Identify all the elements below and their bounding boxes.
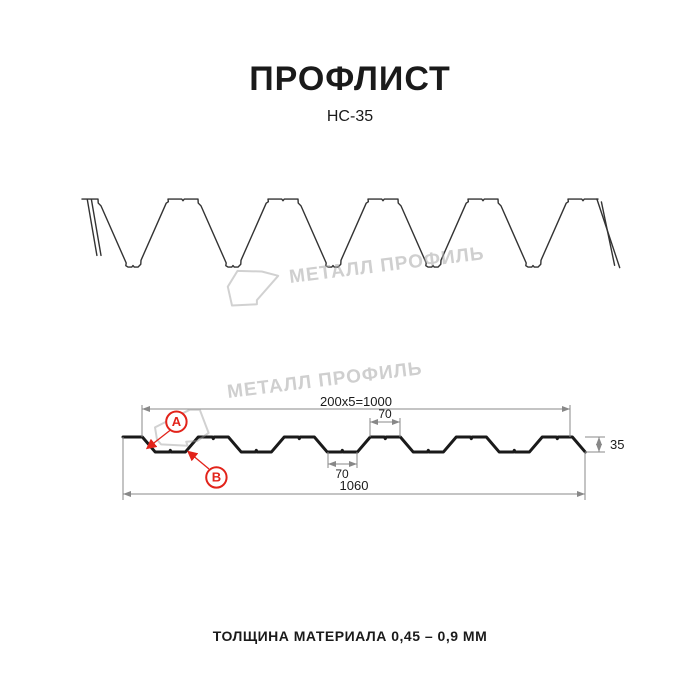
svg-text:МЕТАЛЛ ПРОФИЛЬ: МЕТАЛЛ ПРОФИЛЬ [288, 243, 486, 288]
svg-text:70: 70 [335, 467, 349, 481]
svg-text:35: 35 [610, 437, 624, 452]
svg-text:70: 70 [378, 407, 392, 421]
svg-text:B: B [212, 469, 221, 484]
svg-text:A: A [172, 414, 182, 429]
